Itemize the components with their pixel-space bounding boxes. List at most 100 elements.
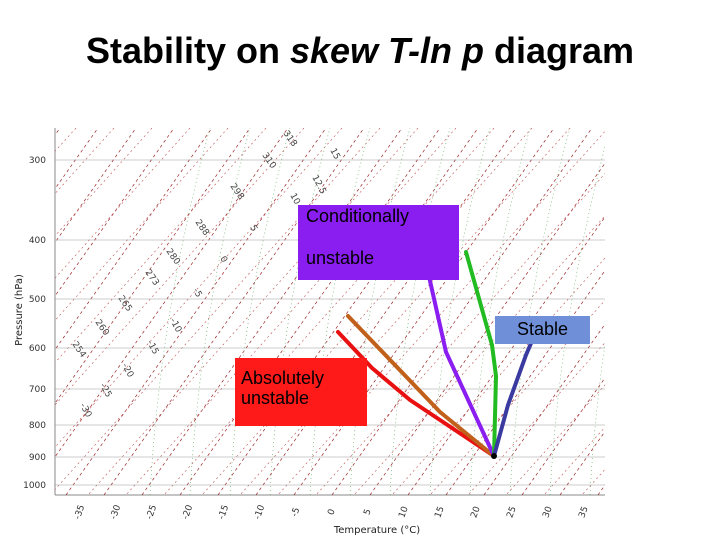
absolutely-label-line-1: Absolutely bbox=[241, 368, 325, 388]
temperature-tick-label: 15 bbox=[433, 505, 446, 519]
isotherm-line bbox=[407, 216, 605, 495]
page-title: Stability on skew T-ln p diagram bbox=[0, 30, 720, 72]
temperature-tick-label: 5 bbox=[362, 508, 373, 517]
dry-adiabat-line bbox=[543, 426, 605, 495]
dry-adiabat-label: 265 bbox=[116, 294, 134, 314]
moist-adiabat-line bbox=[269, 128, 331, 495]
isotherm-line bbox=[331, 128, 593, 495]
moist-adiabat-line bbox=[670, 128, 720, 495]
moist-adiabat-label: -15 bbox=[144, 339, 160, 357]
moist-adiabat-line bbox=[710, 128, 720, 495]
isotherm-line bbox=[636, 128, 720, 495]
isotherm-line bbox=[712, 128, 720, 495]
temperature-tick-label: 25 bbox=[505, 505, 518, 519]
conditionally-unstable-profile-line bbox=[426, 270, 496, 458]
dry-adiabat-label: 288 bbox=[193, 218, 211, 238]
dry-adiabat-line bbox=[696, 128, 720, 495]
moist-adiabat-line bbox=[630, 128, 690, 495]
temperature-tick-label: -35 bbox=[73, 504, 87, 521]
moist-adiabat-label: 5 bbox=[247, 224, 259, 234]
moist-adiabat-label: -20 bbox=[119, 362, 135, 380]
absolutely-label-line-2: unstable bbox=[241, 388, 310, 408]
isotherm-line bbox=[103, 128, 365, 495]
dry-adiabat-label: 298 bbox=[228, 182, 246, 202]
isotherm-line bbox=[293, 128, 555, 495]
isotherm-line bbox=[55, 128, 213, 351]
title-part-2: skew T-ln p bbox=[289, 30, 484, 71]
temperature-tick-label: -25 bbox=[145, 504, 159, 521]
isotherm-line bbox=[445, 269, 605, 495]
dry-adiabat-line bbox=[391, 257, 605, 495]
moist-adiabat-line bbox=[229, 128, 291, 495]
pressure-tick-label: 900 bbox=[29, 453, 46, 463]
temperature-tick-label: -20 bbox=[181, 503, 196, 520]
isotherm-line bbox=[65, 128, 327, 495]
isotherm-line bbox=[55, 128, 137, 243]
conditionally-label-line-1: Conditionally bbox=[306, 206, 410, 226]
dry-adiabat-line bbox=[55, 128, 343, 448]
temperature-tick-label: 35 bbox=[577, 505, 590, 519]
stable-label: Stable bbox=[495, 316, 590, 344]
pressure-tick-label: 1000 bbox=[23, 481, 46, 491]
dry-adiabat-line bbox=[55, 128, 267, 364]
isotherm-line bbox=[55, 128, 175, 297]
temperature-tick-label: 30 bbox=[541, 505, 554, 519]
conditionally-label-line-2: unstable bbox=[306, 248, 375, 268]
title-part-1: Stability on bbox=[85, 30, 290, 71]
moist-adiabat-label: 15 bbox=[327, 147, 341, 162]
moist-adiabat-label: 10 bbox=[287, 192, 301, 207]
temperature-tick-label: -10 bbox=[253, 503, 268, 520]
temperature-tick-label: 20 bbox=[469, 505, 482, 519]
y-axis-title: Pressure (hPa) bbox=[14, 274, 25, 346]
moist-adiabat-line bbox=[149, 128, 211, 495]
moist-adiabat-line bbox=[469, 128, 531, 495]
dry-adiabat-label: 260 bbox=[93, 318, 111, 338]
dry-adiabat-line bbox=[87, 128, 419, 495]
moist-adiabat-label: 12.5 bbox=[309, 174, 327, 196]
pressure-tick-label: 800 bbox=[29, 421, 46, 431]
dry-adiabat-label: 280 bbox=[164, 247, 182, 267]
absolutely-unstable-profile-line bbox=[336, 330, 496, 458]
title-part-3: diagram bbox=[484, 30, 635, 71]
pressure-tick-label: 400 bbox=[29, 236, 46, 246]
moist-adiabat-label: -25 bbox=[97, 382, 113, 400]
dry-adiabat-line bbox=[353, 215, 605, 495]
dry-adiabat-line bbox=[658, 128, 720, 495]
dry-adiabat-line bbox=[277, 130, 605, 495]
moist-adiabat-line bbox=[189, 128, 251, 495]
isotherm-line bbox=[55, 128, 251, 404]
isotherm-line bbox=[141, 128, 403, 495]
moist-adiabat-label: -30 bbox=[77, 402, 93, 420]
dry-adiabat-line bbox=[55, 128, 229, 321]
temperature-tick-label: -30 bbox=[109, 503, 124, 520]
dry-adiabat-line bbox=[201, 128, 533, 495]
isotherm-line bbox=[255, 128, 517, 495]
moist-adiabat-label: -5 bbox=[190, 287, 203, 300]
dry-adiabat-line bbox=[55, 128, 381, 490]
grid-layer bbox=[55, 128, 720, 495]
dry-adiabat-label: 310 bbox=[260, 151, 278, 171]
moist-adiabat-line bbox=[509, 128, 571, 495]
isotherm-line bbox=[217, 128, 479, 495]
dry-adiabat-line bbox=[239, 128, 571, 495]
pressure-tick-label: 300 bbox=[29, 156, 46, 166]
moist-adiabat-line bbox=[309, 128, 371, 495]
dry-adiabat-line bbox=[467, 342, 605, 495]
dry-adiabat-line bbox=[55, 128, 191, 279]
isotherm-line bbox=[559, 430, 605, 495]
moist-adiabat-line bbox=[389, 128, 451, 495]
temperature-tick-label: -15 bbox=[217, 504, 231, 521]
moist-adiabat-line bbox=[429, 128, 491, 495]
dry-adiabat-line bbox=[620, 128, 720, 495]
isotherm-line bbox=[55, 128, 289, 458]
temperature-tick-label: 10 bbox=[397, 505, 410, 519]
dry-adiabat-line bbox=[581, 468, 605, 495]
moist-adiabat-line bbox=[549, 145, 605, 495]
isotherm-line bbox=[55, 128, 61, 136]
dry-adiabat-line bbox=[125, 128, 457, 495]
moist-adiabat-line bbox=[349, 128, 411, 495]
isotherm-line bbox=[521, 377, 605, 495]
dry-adiabat-line bbox=[55, 128, 77, 152]
pressure-tick-label: 600 bbox=[29, 344, 46, 354]
